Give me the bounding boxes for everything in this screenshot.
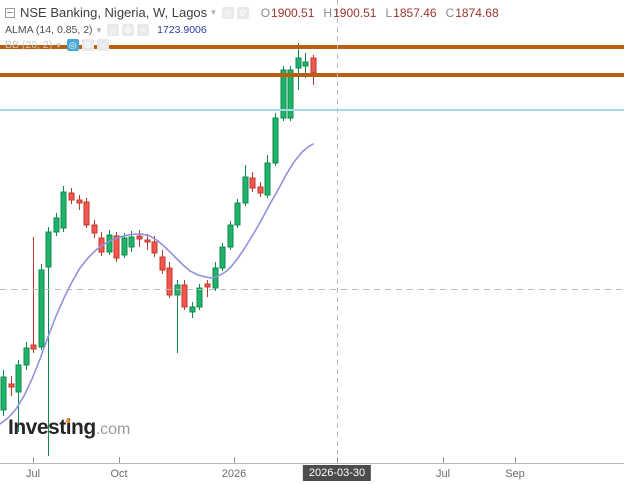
candle-down bbox=[91, 224, 98, 234]
alma-line bbox=[0, 143, 314, 425]
symbol-dropdown-caret-icon[interactable]: ▾ bbox=[211, 7, 216, 17]
bb-indicator-label: BB (20, 2) bbox=[5, 39, 53, 51]
alma-dropdown-caret-icon[interactable]: ▾ bbox=[96, 24, 102, 35]
time-axis-label: Jul bbox=[435, 468, 451, 480]
candle-up bbox=[189, 306, 196, 313]
candle-up bbox=[121, 237, 128, 256]
collapse-legend-icon[interactable] bbox=[5, 7, 15, 18]
candle-down bbox=[83, 201, 90, 226]
bb-settings-icon[interactable]: ⚙ bbox=[81, 39, 94, 51]
alma-eye-icon[interactable]: ◎ bbox=[107, 24, 120, 36]
candle-up bbox=[23, 347, 30, 366]
candle-up bbox=[242, 176, 249, 204]
investing-logo-orange-dot bbox=[66, 419, 70, 423]
candle-up bbox=[264, 162, 271, 196]
candle-down bbox=[257, 186, 264, 194]
symbol-eye-icon[interactable]: ◎ bbox=[221, 6, 234, 19]
candle-down bbox=[249, 177, 256, 189]
investing-logo-tld: .com bbox=[95, 421, 131, 438]
candle-down bbox=[166, 267, 173, 296]
investing-logo-brand: Investing bbox=[8, 416, 96, 439]
candle-down bbox=[204, 283, 211, 288]
candle-up bbox=[227, 224, 234, 248]
symbol-title: NSE Banking, Nigeria, W, Lagos bbox=[20, 5, 208, 20]
alma-value: 1723.9006 bbox=[157, 24, 207, 36]
candle-up bbox=[219, 246, 226, 269]
candle-down bbox=[68, 192, 75, 201]
candle-up bbox=[0, 376, 7, 411]
time-axis[interactable]: Jul Oct 2026 2026-03-30 Jul Sep bbox=[0, 463, 624, 484]
alma-indicator-label: ALMA (14, 0.85, 2) bbox=[5, 24, 93, 36]
candle-up bbox=[45, 231, 52, 268]
candle-up bbox=[15, 364, 22, 393]
bb-dropdown-caret-icon[interactable]: ▾ bbox=[56, 39, 61, 50]
symbol-settings-icon[interactable]: ⚙ bbox=[236, 6, 249, 19]
crosshair-date-badge: 2026-03-30 bbox=[302, 465, 372, 481]
low-label: L bbox=[385, 5, 393, 20]
candle-down bbox=[181, 284, 188, 308]
close-value: 1874.68 bbox=[455, 5, 499, 20]
chart-canvas[interactable] bbox=[0, 0, 624, 463]
time-axis-label: Oct bbox=[110, 468, 128, 480]
candle-down bbox=[310, 57, 317, 74]
bb-close-icon[interactable]: × bbox=[96, 39, 109, 51]
time-axis-label: 2026 bbox=[221, 468, 247, 480]
open-value: 1900.51 bbox=[271, 5, 315, 20]
candle-down bbox=[113, 235, 120, 259]
investing-logo: Investing .com bbox=[8, 416, 130, 440]
high-value: 1900.51 bbox=[333, 5, 377, 20]
candle-down bbox=[8, 383, 15, 388]
candle-up bbox=[302, 61, 309, 67]
symbol-row: NSE Banking, Nigeria, W, Lagos ▾ ◎ ⚙ O 19… bbox=[5, 5, 508, 20]
candle-up bbox=[295, 57, 302, 69]
candle-up bbox=[106, 234, 113, 253]
candle-up bbox=[234, 202, 241, 226]
low-value: 1857.46 bbox=[393, 5, 437, 20]
candle-up bbox=[53, 217, 60, 233]
candle-up bbox=[196, 287, 203, 308]
candle-up bbox=[272, 117, 279, 164]
alma-settings-icon[interactable]: ⚙ bbox=[122, 24, 135, 36]
close-label: C bbox=[445, 5, 455, 20]
open-label: O bbox=[260, 5, 271, 20]
bb-eye-icon[interactable]: ◎ bbox=[66, 39, 79, 51]
candle-up bbox=[287, 69, 294, 119]
candle-up bbox=[128, 236, 135, 248]
candle-down bbox=[159, 256, 166, 271]
candle-down bbox=[151, 241, 158, 254]
candle-up bbox=[60, 191, 67, 229]
high-label: H bbox=[323, 5, 333, 20]
candle-down bbox=[30, 344, 37, 350]
alma-close-icon[interactable]: × bbox=[137, 24, 150, 36]
chart-header: NSE Banking, Nigeria, W, Lagos ▾ ◎ ⚙ O 19… bbox=[5, 5, 508, 51]
candle-up bbox=[38, 269, 45, 348]
candle-down bbox=[136, 235, 143, 240]
candle-up bbox=[280, 69, 287, 119]
indicator-row-alma: ALMA (14, 0.85, 2) ▾ ◎ ⚙ × 1723.9006 bbox=[5, 24, 508, 36]
indicator-row-bb: BB (20, 2) ▾ ◎ ⚙ × bbox=[5, 39, 508, 51]
time-axis-label: Jul bbox=[25, 468, 41, 480]
candle-down bbox=[76, 199, 83, 204]
time-axis-label: Sep bbox=[505, 468, 525, 480]
ohlc-readout: O 1900.51 H 1900.51 L 1857.46 C 1874.68 bbox=[261, 6, 508, 20]
candle-down bbox=[144, 239, 151, 243]
